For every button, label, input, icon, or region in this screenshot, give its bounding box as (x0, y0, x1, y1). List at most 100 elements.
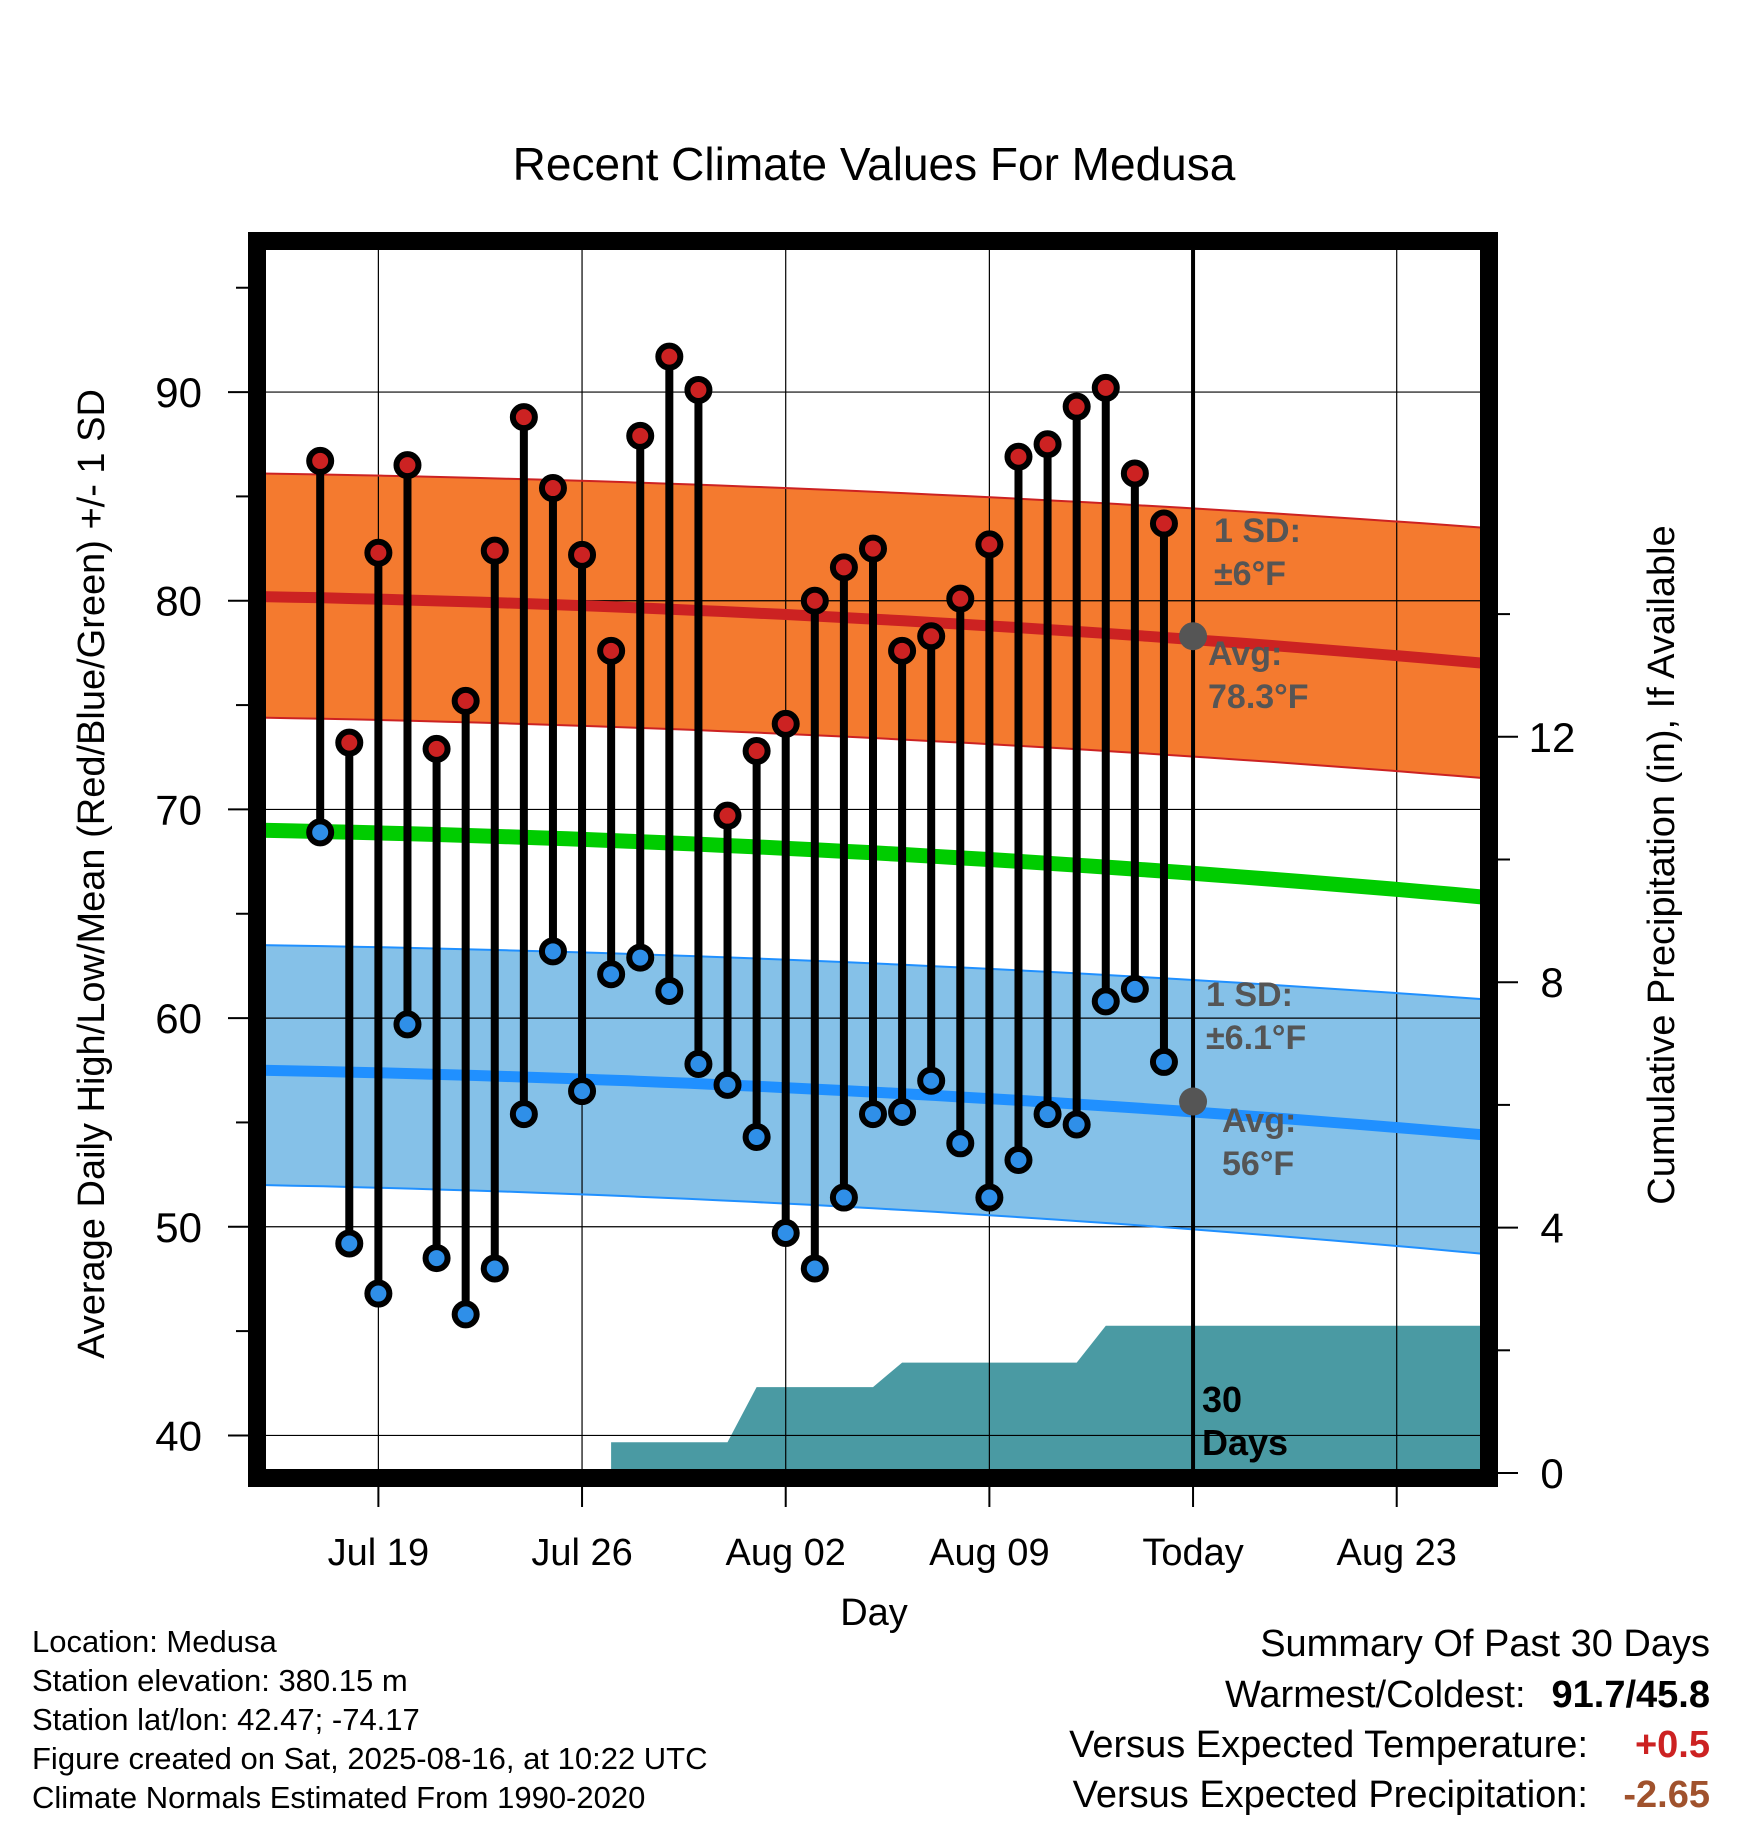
plot-content (262, 246, 1484, 1473)
y2-tick-label: 8 (1540, 959, 1563, 1006)
low-point (335, 1229, 364, 1258)
low-point (509, 1100, 538, 1129)
low-point (597, 960, 626, 989)
high-point (1033, 430, 1062, 459)
temp-value: +0.5 (1634, 1724, 1710, 1766)
x-tick-label: Aug 23 (1336, 1532, 1456, 1574)
y2-tick-label: 0 (1540, 1450, 1563, 1497)
y-tick-label: 60 (155, 995, 202, 1042)
high-point (917, 622, 946, 651)
today-normal-high-marker (1179, 622, 1208, 651)
low-avg-value: 56°F (1222, 1145, 1294, 1183)
normals-text: Climate Normals Estimated From 1990-2020 (32, 1780, 646, 1815)
high-point (451, 686, 480, 715)
low-point (1004, 1145, 1033, 1174)
high-point (888, 636, 917, 665)
latlon-text: Station lat/lon: 42.47; -74.17 (32, 1702, 420, 1737)
low-point (1033, 1100, 1062, 1129)
high-point (597, 636, 626, 665)
low-point (393, 1010, 422, 1039)
high-point (509, 403, 538, 432)
low-avg-label: Avg: (1222, 1102, 1296, 1140)
high-avg-value: 78.3°F (1208, 678, 1309, 716)
plot-area: 1 SD: ±6°F Avg: 78.3°F 1 SD: ±6.1°F Avg: 56°F 30… (155, 232, 1576, 1574)
low-point (771, 1219, 800, 1248)
x-tick-label: Today (1142, 1532, 1243, 1574)
low-point (538, 937, 567, 966)
low-point (451, 1300, 480, 1329)
high-point (335, 728, 364, 757)
y-tick-label: 50 (155, 1204, 202, 1251)
x-tick-label: Aug 02 (725, 1532, 845, 1574)
high-point (568, 540, 597, 569)
warm-cold-value: 91.7/45.8 (1551, 1674, 1710, 1716)
high-point (655, 342, 684, 371)
low-point (917, 1066, 946, 1095)
temp-label: Versus Expected Temperature: (1069, 1724, 1588, 1766)
high-avg-label: Avg: (1208, 635, 1282, 673)
y-tick-label: 70 (155, 786, 202, 833)
y2-axis-label: Cumulative Precipitation (in), If Availa… (1641, 525, 1683, 1204)
high-point (626, 421, 655, 450)
high-point (538, 474, 567, 503)
low-point (829, 1183, 858, 1212)
high-sd-label: 1 SD: (1214, 512, 1301, 550)
high-point (422, 734, 451, 763)
high-point (306, 446, 335, 475)
high-point (800, 586, 829, 615)
high-point (829, 553, 858, 582)
high-point (859, 534, 887, 563)
warm-cold-label: Warmest/Coldest: (1224, 1674, 1526, 1716)
summary-warm-cold: Warmest/Coldest: 91.7/45.8 (1069, 1670, 1710, 1720)
low-point (568, 1077, 597, 1106)
high-point (713, 801, 742, 830)
low-point (1062, 1110, 1091, 1139)
summary-heading: Summary Of Past 30 Days (1260, 1623, 1710, 1665)
high-point (393, 451, 422, 480)
high-point (946, 584, 975, 613)
created-text: Figure created on Sat, 2025-08-16, at 10… (32, 1741, 708, 1776)
low-point (975, 1183, 1004, 1212)
low-point (946, 1129, 975, 1158)
high-point (742, 736, 771, 765)
summary-precip: Versus Expected Precipitation: -2.65 (1069, 1770, 1710, 1820)
low-sd-label: 1 SD: (1206, 976, 1293, 1014)
high-point (1149, 509, 1178, 538)
low-point (1091, 987, 1120, 1016)
y-tick-label: 90 (155, 369, 202, 416)
high-sd-upper-edge (262, 472, 1484, 529)
low-point (1120, 974, 1149, 1003)
plot-frame (248, 232, 1498, 1487)
low-sd-value: ±6.1°F (1206, 1019, 1306, 1057)
high-point (1120, 459, 1149, 488)
low-point (480, 1254, 509, 1283)
summary-panel: Summary Of Past 30 Days Warmest/Coldest:… (1069, 1618, 1710, 1820)
location-text: Location: Medusa (32, 1624, 277, 1659)
x-axis-label: Day (840, 1592, 908, 1634)
precip-area (262, 1325, 1484, 1473)
y-tick-label: 80 (155, 578, 202, 625)
low-point (684, 1050, 713, 1078)
y2-tick-label: 12 (1529, 714, 1576, 761)
high-point (684, 375, 713, 404)
low-point (306, 818, 335, 847)
low-point (859, 1100, 887, 1129)
high-point (364, 538, 393, 567)
today-normal-low-marker (1179, 1087, 1208, 1116)
precip-label: Versus Expected Precipitation: (1072, 1774, 1588, 1816)
high-point (1062, 392, 1091, 421)
x-tick-label: Jul 19 (328, 1532, 429, 1574)
high-point (771, 709, 800, 738)
y-axis-label: Average Daily High/Low/Mean (Red/Blue/Gr… (71, 389, 113, 1359)
low-point (713, 1070, 742, 1099)
precip-value: -2.65 (1623, 1774, 1710, 1816)
low-point (422, 1244, 451, 1273)
low-point (655, 976, 684, 1005)
low-point (626, 943, 655, 972)
low-point (888, 1097, 917, 1126)
elevation-text: Station elevation: 380.15 m (32, 1663, 408, 1698)
y2-tick-label: 4 (1540, 1205, 1563, 1252)
high-point (1004, 442, 1033, 471)
high-point (1091, 373, 1120, 402)
